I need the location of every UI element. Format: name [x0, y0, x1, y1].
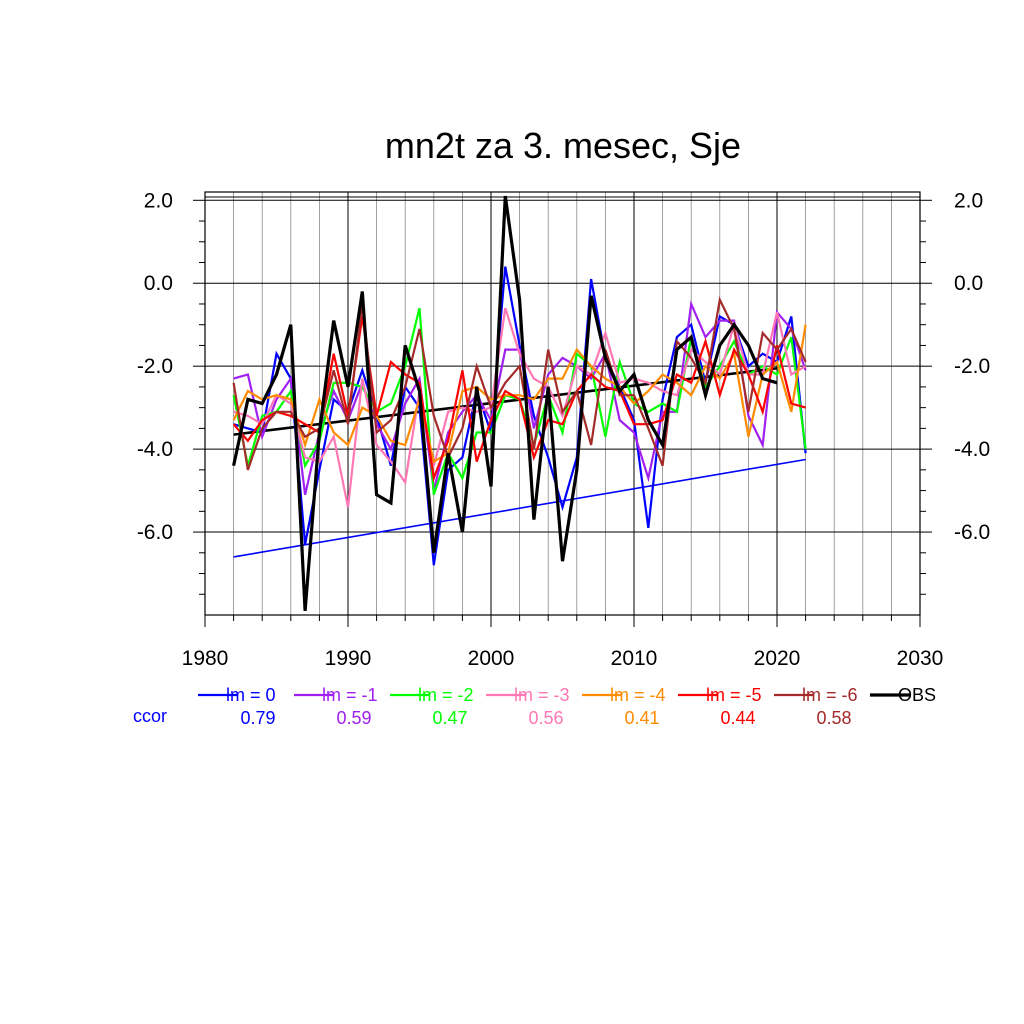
- ccor-value: 0.41: [624, 708, 659, 728]
- y-tick-label-right: -6.0: [954, 521, 990, 544]
- x-tick-label: 2010: [611, 647, 658, 670]
- ccor-value: 0.58: [816, 708, 851, 728]
- y-tick-label-left: 2.0: [144, 189, 173, 212]
- y-tick-label-right: 0.0: [954, 272, 983, 295]
- series-line: [232, 296, 807, 471]
- series-line: [232, 324, 807, 464]
- legend-label: lm = -6: [802, 685, 858, 705]
- y-tick-label-left: -6.0: [137, 521, 173, 544]
- series-line: [233, 307, 807, 508]
- legend-label: lm = -5: [706, 685, 762, 705]
- series-line: [232, 195, 778, 612]
- plot-frame: [204, 191, 921, 616]
- series-layer: [232, 195, 807, 612]
- x-tick-label: 1980: [182, 647, 229, 670]
- y-tick-label-right: -4.0: [954, 438, 990, 461]
- y-tick-label-left: -2.0: [137, 355, 173, 378]
- y-tick-label-right: -2.0: [954, 355, 990, 378]
- legend-label: lm = -4: [610, 685, 666, 705]
- trend-line: [233, 458, 806, 558]
- legend: lm = 0 0.79 lm = -1 0.59 lm = -2 0.47 lm = -3 0…: [133, 685, 936, 728]
- ccor-value: 0.79: [240, 708, 275, 728]
- axis-layer: 2.0 2.0 0.0 0.0 -2.0 -2.0 -4.0 -4.0 -6.0 -6.0 1980…: [137, 189, 990, 670]
- legend-label: OBS: [898, 685, 936, 705]
- x-tick-label: 1990: [325, 647, 372, 670]
- y-tick-label-left: -4.0: [137, 438, 173, 461]
- y-tick-label-left: 0.0: [144, 272, 173, 295]
- ccor-value: 0.59: [336, 708, 371, 728]
- y-tick-label-right: 2.0: [954, 189, 983, 212]
- chart-title: mn2t za 3. mesec, Sje: [385, 125, 741, 166]
- ccor-value: 0.47: [432, 708, 467, 728]
- ccor-label: ccor: [133, 706, 167, 726]
- legend-label: lm = -3: [514, 685, 570, 705]
- legend-label: lm = -2: [418, 685, 474, 705]
- ccor-value: 0.44: [720, 708, 755, 728]
- x-tick-label: 2030: [897, 647, 944, 670]
- legend-label: lm = -1: [322, 685, 378, 705]
- ccor-value: 0.56: [528, 708, 563, 728]
- x-tick-label: 2020: [754, 647, 801, 670]
- legend-label: lm = 0: [226, 685, 276, 705]
- x-tick-label: 2000: [468, 647, 515, 670]
- trend-line: [233, 366, 778, 436]
